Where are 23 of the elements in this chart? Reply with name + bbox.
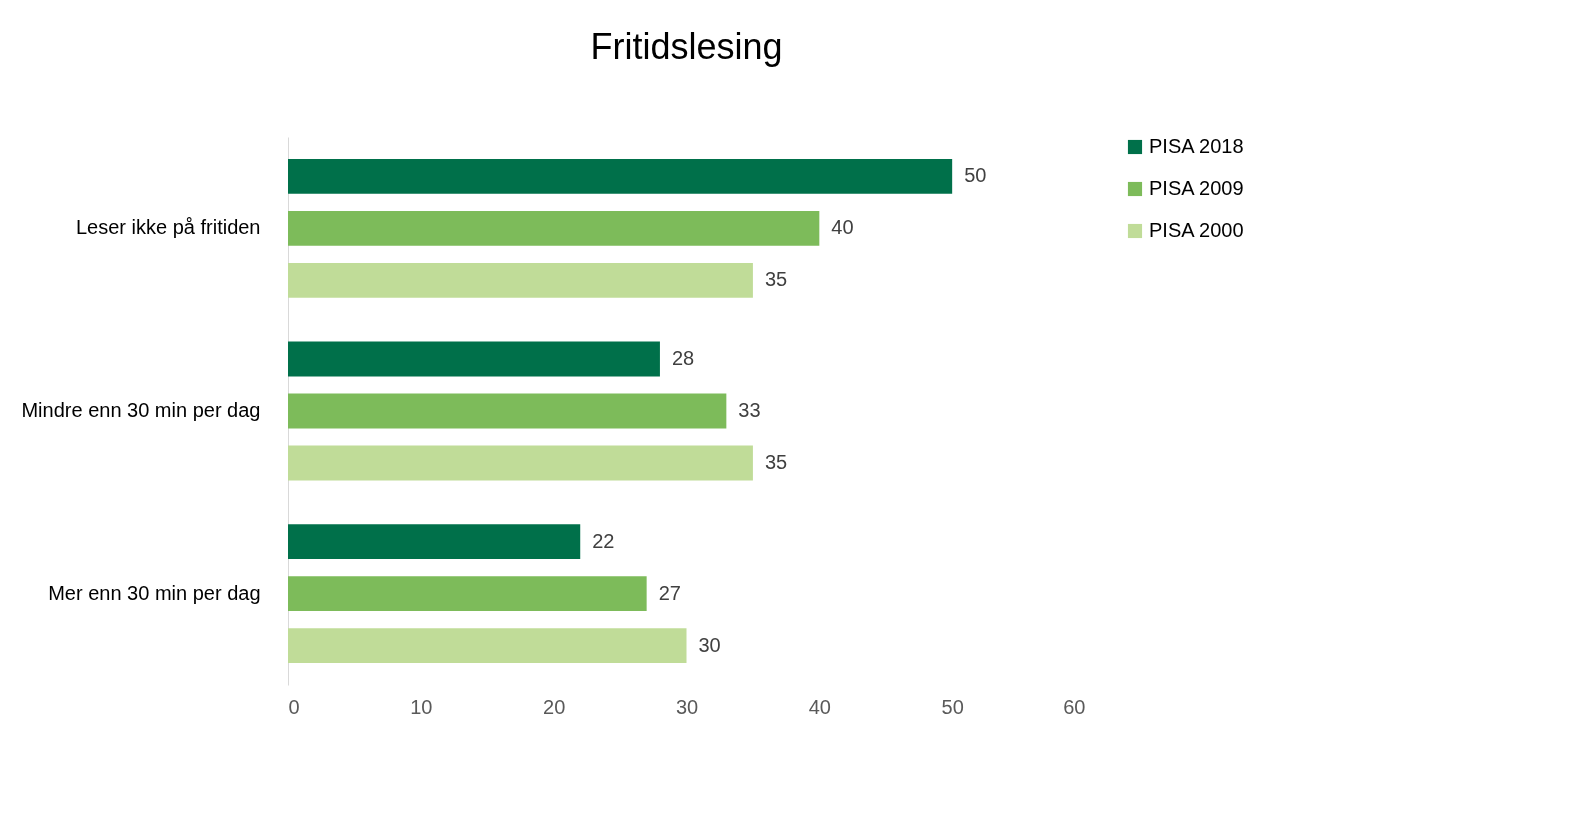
- y-tick-label: Leser ikke på fritiden: [75, 216, 261, 239]
- x-tick-label: 20: [543, 695, 566, 718]
- legend-label: PISA 2000: [1149, 219, 1244, 241]
- data-label: 30: [698, 633, 721, 656]
- x-tick-label: 50: [941, 695, 964, 718]
- legend-label: PISA 2018: [1149, 135, 1244, 157]
- data-label: 35: [764, 268, 788, 291]
- legend-label: PISA 2009: [1149, 177, 1244, 199]
- data-label: 28: [671, 347, 695, 370]
- data-label: 22: [592, 529, 615, 552]
- y-tick-label: Mindre enn 30 min per dag: [21, 399, 261, 421]
- x-tick-label: 30: [675, 695, 699, 718]
- x-tick-label: 40: [808, 695, 831, 718]
- x-tick-label: 0: [288, 695, 300, 718]
- y-tick-label: Mer enn 30 min per dag: [48, 581, 261, 604]
- data-label: 27: [658, 581, 681, 604]
- x-tick-label: 60: [1063, 695, 1086, 718]
- x-tick-label: 10: [410, 695, 433, 718]
- data-label: 40: [831, 216, 854, 239]
- data-label: 50: [964, 164, 987, 187]
- chart-title: Fritidslesing: [590, 26, 783, 67]
- data-label: 33: [738, 399, 761, 421]
- data-label: 35: [764, 450, 788, 473]
